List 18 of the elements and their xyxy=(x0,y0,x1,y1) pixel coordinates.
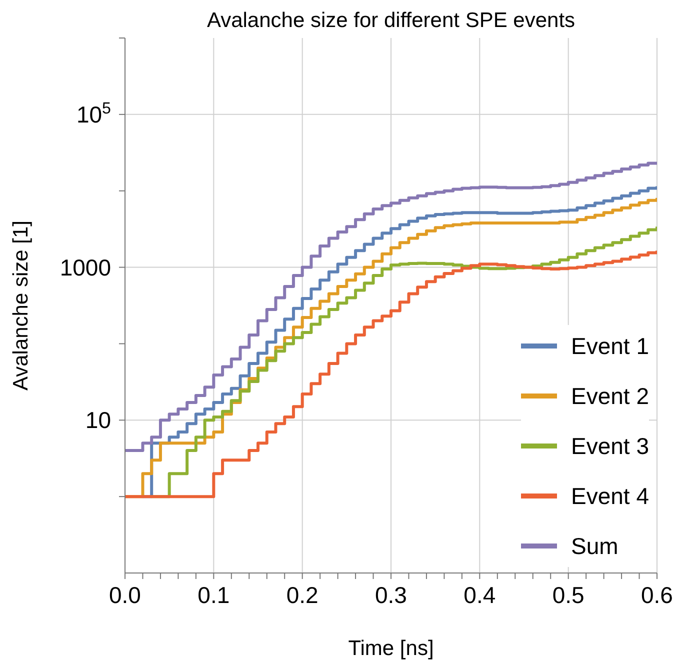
x-tick-label: 0.3 xyxy=(375,582,407,608)
x-tick-label: 0.1 xyxy=(198,582,230,608)
y-axis-title: Avalanche size [1] xyxy=(9,220,32,391)
x-tick-label: 0.4 xyxy=(464,582,496,608)
x-tick-label: 0.0 xyxy=(109,582,141,608)
legend-label: Event 3 xyxy=(571,432,649,460)
legend-label: Event 4 xyxy=(571,482,649,510)
legend-label: Sum xyxy=(571,532,618,560)
x-tick-label: 0.6 xyxy=(641,582,673,608)
y-tick-label: 10 xyxy=(85,407,111,434)
legend-label: Event 2 xyxy=(571,382,649,410)
x-tick-label: 0.5 xyxy=(552,582,584,608)
y-tick-label: 1000 xyxy=(60,254,111,280)
chart-title: Avalanche size for different SPE events xyxy=(206,8,576,34)
x-tick-label: 0.2 xyxy=(286,582,318,608)
y-tick-label: 10$^{5}$ xyxy=(76,99,112,128)
x-axis-title: Time [ns] xyxy=(348,637,434,660)
legend-label: Event 1 xyxy=(571,332,649,360)
